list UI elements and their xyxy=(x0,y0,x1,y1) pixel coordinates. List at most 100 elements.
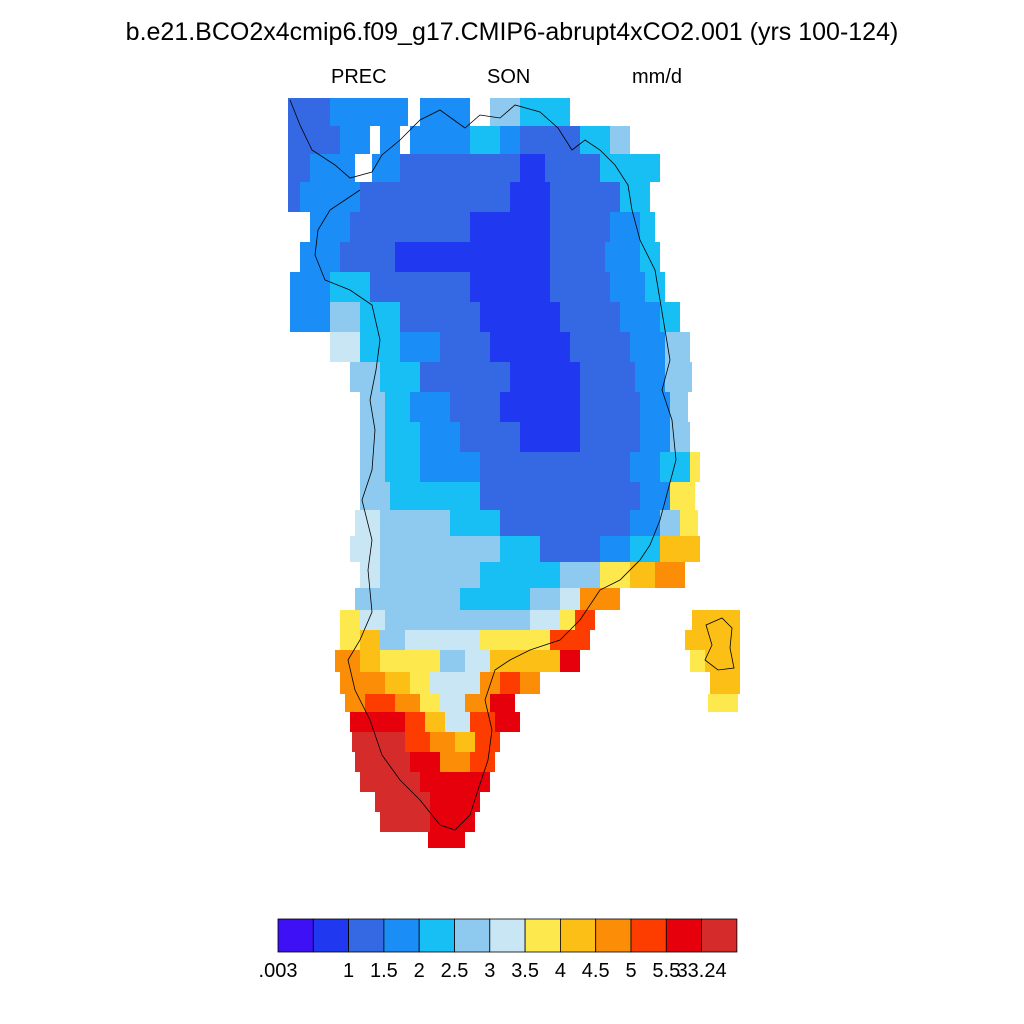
grid-cell xyxy=(330,332,360,362)
grid-cell xyxy=(628,154,660,182)
grid-cell xyxy=(430,812,460,832)
grid-cell xyxy=(640,482,670,510)
grid-cell xyxy=(360,182,430,212)
grid-cell xyxy=(465,694,490,712)
grid-cell xyxy=(480,482,540,510)
grid-cell xyxy=(405,630,430,650)
grid-cell xyxy=(420,482,480,510)
grid-cell xyxy=(550,272,610,302)
grid-cell xyxy=(360,772,390,792)
grid-cell xyxy=(550,242,605,272)
grid-cell xyxy=(380,98,408,126)
colorbar-tick-label: 3 xyxy=(484,960,496,982)
grid-cell xyxy=(480,630,505,650)
iceland-coastline xyxy=(704,617,735,671)
grid-cell xyxy=(380,812,410,832)
grid-cell xyxy=(550,182,620,212)
grid-cell xyxy=(440,752,470,772)
grid-cell xyxy=(490,694,515,712)
grid-cell xyxy=(630,536,660,562)
grid-cell xyxy=(400,154,470,182)
grid-cell xyxy=(580,588,600,610)
grid-cell xyxy=(580,422,640,452)
grid-cell xyxy=(420,98,470,126)
grid-cell xyxy=(350,536,380,562)
grid-cell xyxy=(400,332,440,362)
grid-cell xyxy=(425,712,445,732)
grid-cell xyxy=(380,752,410,772)
grid-cell xyxy=(620,182,650,212)
grid-cell xyxy=(600,536,630,562)
colorbar-tick-label: 5 xyxy=(625,960,637,982)
colorbar-swatch xyxy=(701,918,738,953)
grid-cell xyxy=(380,588,410,610)
colorbar-tick-label: 2.5 xyxy=(440,960,469,982)
colorbar-swatch xyxy=(418,918,455,953)
grid-cell xyxy=(480,562,520,588)
grid-cell xyxy=(445,712,470,732)
grid-cell xyxy=(560,650,580,672)
grid-cell xyxy=(400,302,440,332)
grid-cell xyxy=(410,562,480,588)
grid-cell xyxy=(455,732,475,752)
grid-cell xyxy=(605,242,640,272)
colorbar-tick-label: 3.5 xyxy=(511,960,539,982)
units-label: mm/d xyxy=(632,66,682,88)
grid-cell xyxy=(290,302,330,332)
grid-cell xyxy=(475,732,500,752)
map-title: b.e21.BCO2x4cmip6.f09_g17.CMIP6-abrupt4x… xyxy=(125,18,899,46)
grid-cell xyxy=(380,712,405,732)
grid-cell xyxy=(355,752,380,772)
grid-cell xyxy=(450,510,500,536)
grid-cell xyxy=(385,392,410,422)
grid-cell xyxy=(410,392,450,422)
grid-cell xyxy=(560,302,620,332)
grid-cell xyxy=(560,610,575,630)
grid-cell xyxy=(500,126,520,154)
grid-cell xyxy=(565,510,630,536)
grid-cell xyxy=(690,650,705,672)
grid-cell xyxy=(655,562,685,588)
grid-cell xyxy=(420,362,460,392)
grid-cell xyxy=(530,452,570,482)
colorbar-tick-label: 5.5 xyxy=(652,960,681,982)
grid-cell xyxy=(405,732,430,752)
grid-cell xyxy=(440,332,490,362)
grid-cell xyxy=(430,792,455,812)
grid-cell xyxy=(645,272,665,302)
grid-cell xyxy=(530,610,560,630)
grid-cell xyxy=(372,154,400,182)
grid-cell xyxy=(470,272,550,302)
grid-cell xyxy=(410,752,440,772)
grid-cell xyxy=(580,362,635,392)
grid-cell xyxy=(380,650,410,672)
grid-cell xyxy=(420,694,440,712)
colorbar-swatch xyxy=(312,918,349,953)
grid-cell xyxy=(385,610,440,630)
grid-cell xyxy=(660,536,680,562)
grid-cell xyxy=(540,482,570,510)
colorbar-tick-label: .003 xyxy=(258,960,298,982)
grid-cell xyxy=(410,126,470,154)
grid-cell xyxy=(665,362,692,392)
grid-cell xyxy=(680,510,698,536)
grid-cell xyxy=(335,650,360,672)
colorbar-tick-label: 1 xyxy=(343,960,355,982)
grid-cell xyxy=(310,212,350,242)
grid-cell xyxy=(460,672,480,694)
colorbar-swatch xyxy=(348,918,385,953)
grid-cell xyxy=(505,630,550,650)
grid-cell xyxy=(440,650,465,672)
grid-cell xyxy=(640,212,655,242)
grid-cell xyxy=(500,392,580,422)
grid-cell xyxy=(500,672,520,694)
grid-cell xyxy=(430,672,460,694)
grid-cell xyxy=(420,452,480,482)
grid-cell xyxy=(550,212,610,242)
grid-cell xyxy=(490,650,560,672)
grid-cell xyxy=(330,98,380,126)
grid-cell xyxy=(560,588,580,610)
colorbar-swatch xyxy=(630,918,667,953)
grid-cell xyxy=(630,332,665,362)
grid-cell xyxy=(575,610,595,630)
